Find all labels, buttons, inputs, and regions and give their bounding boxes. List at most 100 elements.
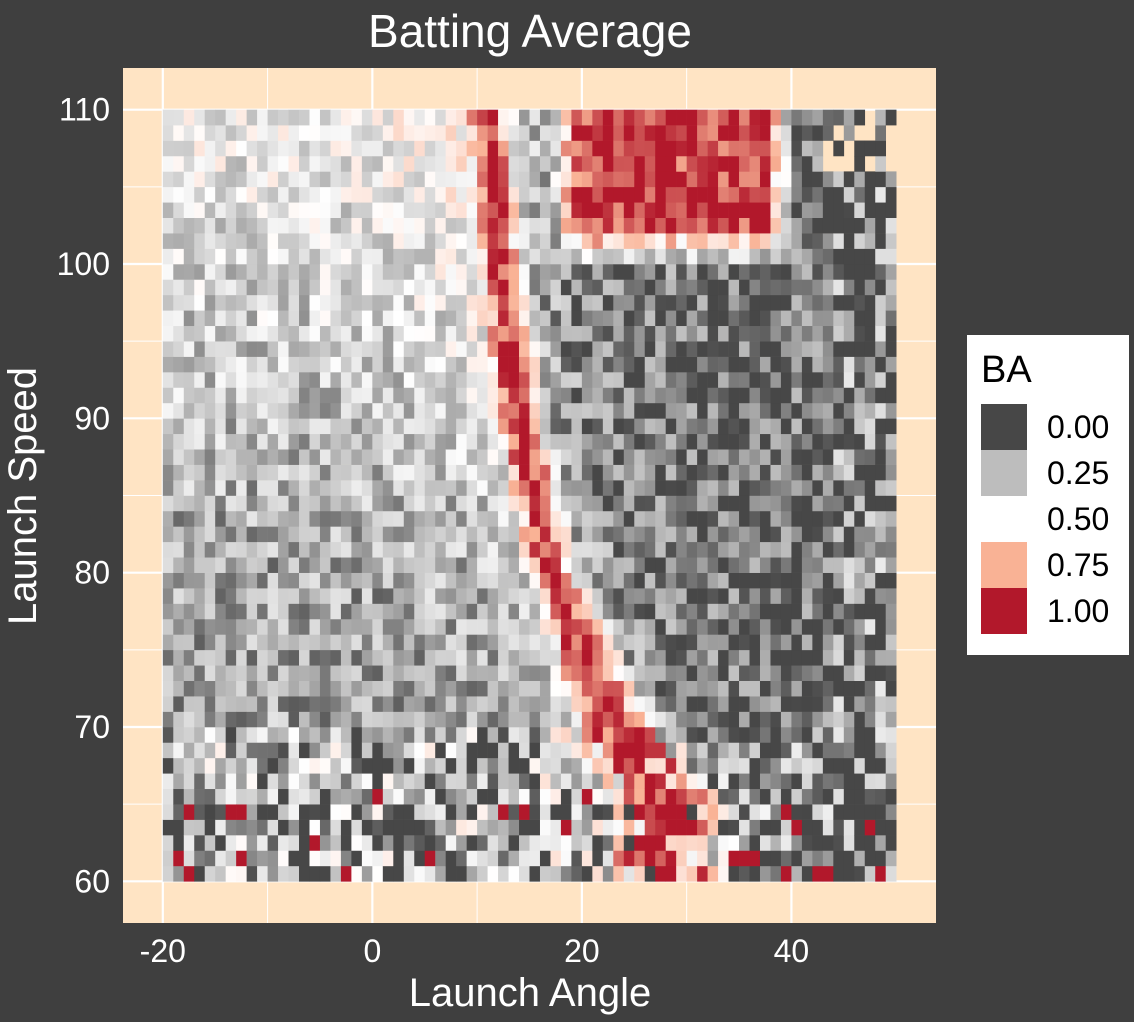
heatmap-cell (288, 202, 300, 218)
heatmap-cell (749, 603, 761, 620)
heatmap-cell (780, 140, 792, 157)
heatmap-cell (246, 248, 258, 265)
heatmap-cell (361, 325, 373, 342)
heatmap-cell (173, 480, 185, 496)
heatmap-cell (581, 171, 593, 188)
heatmap-cell (477, 557, 488, 573)
heatmap-cell (309, 372, 321, 388)
heatmap-cell (539, 773, 551, 790)
heatmap-cell (791, 341, 803, 357)
heatmap-cell (288, 680, 300, 697)
heatmap-cell (770, 526, 782, 543)
heatmap-cell (215, 495, 226, 512)
heatmap-cell (519, 757, 530, 774)
heatmap-cell (403, 727, 415, 743)
heatmap-cell (560, 233, 572, 249)
heatmap-cell (770, 603, 782, 620)
heatmap-cell (854, 279, 866, 296)
heatmap-cell (843, 526, 855, 543)
heatmap-cell (581, 850, 593, 867)
heatmap-cell (351, 402, 363, 419)
heatmap-cell (655, 248, 666, 265)
heatmap-cell (403, 819, 415, 836)
heatmap-cell (351, 480, 363, 496)
heatmap-cell (613, 603, 625, 620)
heatmap-cell (686, 727, 698, 743)
heatmap-cell (749, 572, 761, 589)
heatmap-cell (770, 372, 782, 388)
heatmap-cell (854, 480, 866, 496)
heatmap-cell (456, 202, 467, 218)
heatmap-cell (759, 680, 771, 697)
heatmap-cell (340, 603, 352, 620)
heatmap-cell (885, 310, 897, 327)
heatmap-cell (414, 526, 426, 543)
heatmap-cell (246, 402, 258, 419)
heatmap-cell (246, 773, 258, 790)
heatmap-cell (581, 341, 593, 357)
heatmap-cell (414, 402, 426, 419)
heatmap-cell (676, 356, 687, 373)
heatmap-cell (634, 171, 646, 188)
heatmap-cell (477, 464, 488, 481)
heatmap-cell (655, 495, 666, 512)
heatmap-cell (288, 742, 300, 759)
heatmap-cell (550, 233, 562, 249)
heatmap-cell (529, 603, 541, 620)
heatmap-cell (435, 233, 446, 249)
heatmap-cell (791, 588, 803, 604)
heatmap-cell (560, 125, 572, 141)
heatmap-cell (257, 449, 268, 465)
legend-label: 0.00 (1047, 408, 1110, 445)
heatmap-cell (801, 835, 813, 851)
heatmap-cell (466, 449, 478, 465)
heatmap-cell (571, 572, 583, 589)
heatmap-cell (665, 757, 677, 774)
heatmap-cell (571, 526, 583, 543)
heatmap-cell (215, 865, 226, 882)
heatmap-cell (225, 696, 237, 712)
heatmap-cell (382, 680, 394, 697)
heatmap-cell (183, 402, 195, 419)
heatmap-cell (854, 264, 866, 280)
heatmap-cell (403, 341, 415, 357)
heatmap-cell (780, 649, 792, 666)
heatmap-cell (477, 433, 488, 450)
heatmap-cell (204, 742, 216, 759)
heatmap-cell (194, 387, 206, 404)
heatmap-cell (581, 464, 593, 481)
heatmap-cell (602, 155, 614, 172)
heatmap-cell (697, 325, 708, 342)
heatmap-cell (288, 696, 300, 712)
heatmap-cell (529, 773, 541, 790)
heatmap-cell (833, 248, 845, 265)
heatmap-cell (697, 572, 708, 589)
heatmap-cell (728, 603, 740, 620)
heatmap-cell (393, 634, 405, 651)
heatmap-cell (539, 665, 551, 681)
heatmap-cell (414, 634, 426, 651)
heatmap-cell (539, 140, 551, 157)
heatmap-cell (571, 696, 583, 712)
heatmap-cell (267, 557, 279, 573)
heatmap-cell (508, 325, 520, 342)
heatmap-cell (194, 850, 206, 867)
heatmap-cell (498, 325, 509, 342)
heatmap-cell (801, 186, 813, 203)
heatmap-cell (791, 618, 803, 635)
heatmap-cell (435, 372, 446, 388)
heatmap-cell (204, 727, 216, 743)
heatmap-cell (843, 294, 855, 311)
legend-label: 0.75 (1047, 546, 1110, 583)
heatmap-cell (728, 140, 740, 157)
heatmap-cell (623, 634, 635, 651)
heatmap-cell (403, 217, 415, 234)
heatmap-cell (875, 572, 887, 589)
heatmap-cell (676, 464, 687, 481)
heatmap-cell (340, 279, 352, 296)
heatmap-cell (676, 742, 687, 759)
heatmap-cell (267, 603, 279, 620)
heatmap-cell (414, 850, 426, 867)
heatmap-cell (299, 727, 310, 743)
heatmap-cell (697, 603, 708, 620)
